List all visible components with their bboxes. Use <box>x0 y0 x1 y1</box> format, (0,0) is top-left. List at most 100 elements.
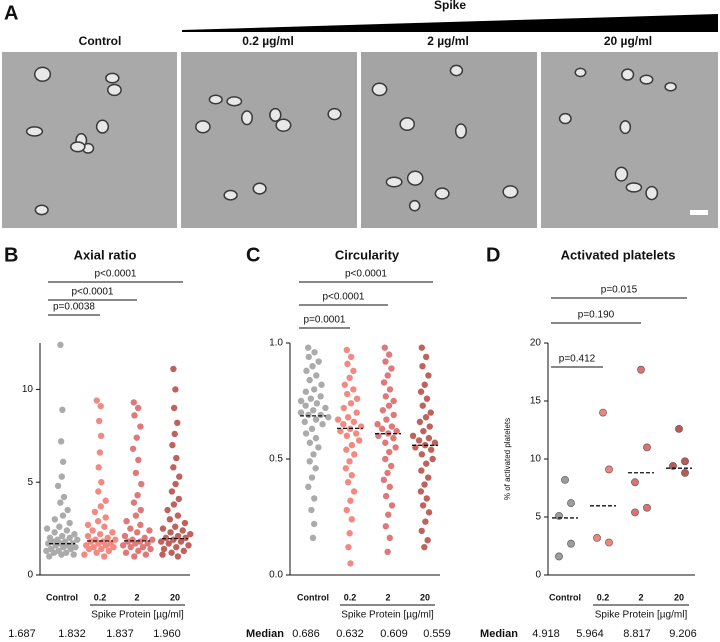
cell <box>226 96 243 107</box>
data-point <box>84 532 92 540</box>
data-point <box>134 491 141 499</box>
data-point <box>383 416 390 423</box>
data-point <box>631 508 639 517</box>
data-point <box>423 495 430 502</box>
data-point <box>337 427 344 435</box>
data-point <box>555 552 563 561</box>
data-point <box>424 474 432 481</box>
data-point <box>58 551 65 558</box>
data-point <box>302 388 310 395</box>
data-point <box>127 525 134 532</box>
data-point <box>129 445 137 452</box>
cell <box>399 117 416 132</box>
data-point <box>381 344 388 351</box>
image-label: 2 µg/ml <box>427 34 469 48</box>
data-point <box>187 530 194 538</box>
data-point <box>170 464 177 471</box>
cell <box>371 82 388 97</box>
cell <box>208 94 223 105</box>
data-point <box>142 551 150 558</box>
y-tick-label: 0 <box>535 570 541 581</box>
data-point <box>422 414 430 421</box>
cell <box>34 204 49 216</box>
data-point <box>89 527 96 534</box>
data-point <box>416 418 424 426</box>
data-point <box>313 372 320 379</box>
data-point <box>56 523 63 530</box>
data-point <box>343 346 350 354</box>
cell <box>434 187 450 200</box>
data-point <box>137 423 144 430</box>
data-point <box>347 353 355 361</box>
data-point <box>135 456 142 464</box>
x-tick-label: 2 <box>385 592 390 602</box>
data-point <box>46 553 53 560</box>
data-point <box>424 537 431 544</box>
data-point <box>388 365 395 372</box>
data-point <box>350 367 357 375</box>
data-point <box>419 502 427 509</box>
data-point <box>171 523 179 530</box>
panel-letter: A <box>4 2 18 24</box>
data-point <box>422 353 430 361</box>
data-point <box>70 551 77 558</box>
data-point <box>137 521 144 529</box>
data-point <box>162 534 170 542</box>
data-point <box>382 523 390 530</box>
median-value: 5.964 <box>576 628 604 640</box>
p-value: p=0.0038 <box>53 302 95 313</box>
panel-letter: B <box>4 244 18 266</box>
cell <box>241 110 253 126</box>
data-point <box>170 501 178 508</box>
data-point <box>84 521 92 529</box>
data-point <box>631 478 639 487</box>
data-point <box>675 424 683 433</box>
cell <box>95 119 110 134</box>
cell <box>408 199 421 212</box>
data-point <box>63 527 71 534</box>
median-value: 1.837 <box>106 628 134 640</box>
data-point <box>385 351 393 358</box>
data-point <box>308 474 316 481</box>
data-point <box>392 444 399 451</box>
data-point <box>380 379 388 386</box>
data-point <box>98 479 105 486</box>
data-point <box>348 472 355 479</box>
cell <box>385 176 403 188</box>
data-point <box>308 425 316 433</box>
data-point <box>43 547 50 555</box>
cell <box>664 82 677 92</box>
data-point <box>343 506 350 514</box>
y-tick-label: 10 <box>22 384 34 395</box>
data-point <box>425 434 433 442</box>
data-point <box>637 365 645 374</box>
data-point <box>305 483 312 491</box>
median-value: 4.918 <box>532 628 560 640</box>
data-point <box>97 432 105 439</box>
data-point <box>593 533 601 542</box>
cell <box>107 83 122 97</box>
data-point <box>174 532 182 540</box>
data-point <box>57 438 65 445</box>
data-point <box>350 386 357 393</box>
median-value: 1.687 <box>8 628 36 640</box>
data-point <box>388 502 396 509</box>
data-point <box>174 553 182 560</box>
data-point <box>344 390 351 398</box>
micrograph <box>2 52 177 228</box>
median-value: 9.206 <box>669 628 697 640</box>
data-point <box>58 532 66 540</box>
y-tick-label: 20 <box>530 338 542 349</box>
cell <box>25 126 44 137</box>
cell <box>619 120 632 135</box>
data-point <box>382 358 389 365</box>
data-point <box>382 393 389 400</box>
data-point <box>384 548 391 555</box>
data-point <box>643 443 651 452</box>
data-point <box>44 540 52 547</box>
data-point <box>173 454 180 462</box>
data-point <box>351 451 358 458</box>
data-point <box>344 479 352 486</box>
data-point <box>165 540 172 547</box>
cell <box>558 112 572 125</box>
